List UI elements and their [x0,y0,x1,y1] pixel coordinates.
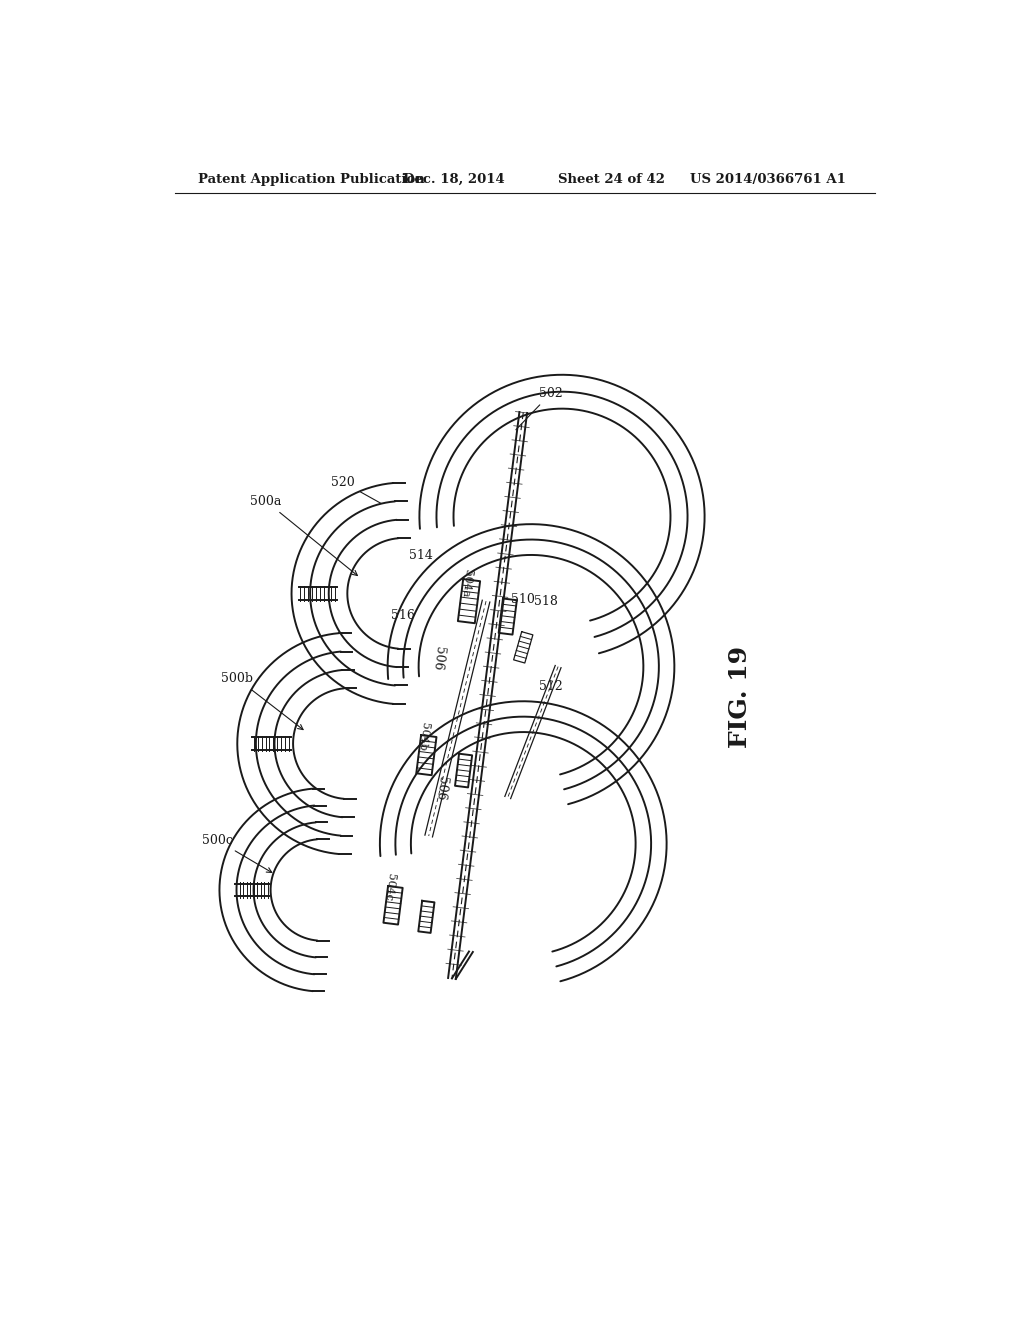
Text: 500b: 500b [221,672,303,730]
Text: 502: 502 [516,387,562,430]
Text: 518: 518 [535,595,558,609]
Text: US 2014/0366761 A1: US 2014/0366761 A1 [690,173,846,186]
Text: 504c: 504c [382,873,395,902]
Text: 510: 510 [511,594,535,606]
Text: 506: 506 [430,645,446,671]
Text: 504a: 504a [460,569,473,598]
Text: Sheet 24 of 42: Sheet 24 of 42 [558,173,666,186]
Text: 520: 520 [331,475,381,503]
Text: 512: 512 [539,680,562,693]
Text: FIG. 19: FIG. 19 [728,647,753,748]
Text: 504b: 504b [417,722,430,752]
Text: 514: 514 [409,549,432,562]
Text: 500a: 500a [251,495,357,576]
Text: 506: 506 [433,775,450,800]
Text: 516: 516 [391,609,416,622]
Text: Dec. 18, 2014: Dec. 18, 2014 [403,173,505,186]
Text: 500c: 500c [202,834,271,873]
Text: Patent Application Publication: Patent Application Publication [198,173,425,186]
